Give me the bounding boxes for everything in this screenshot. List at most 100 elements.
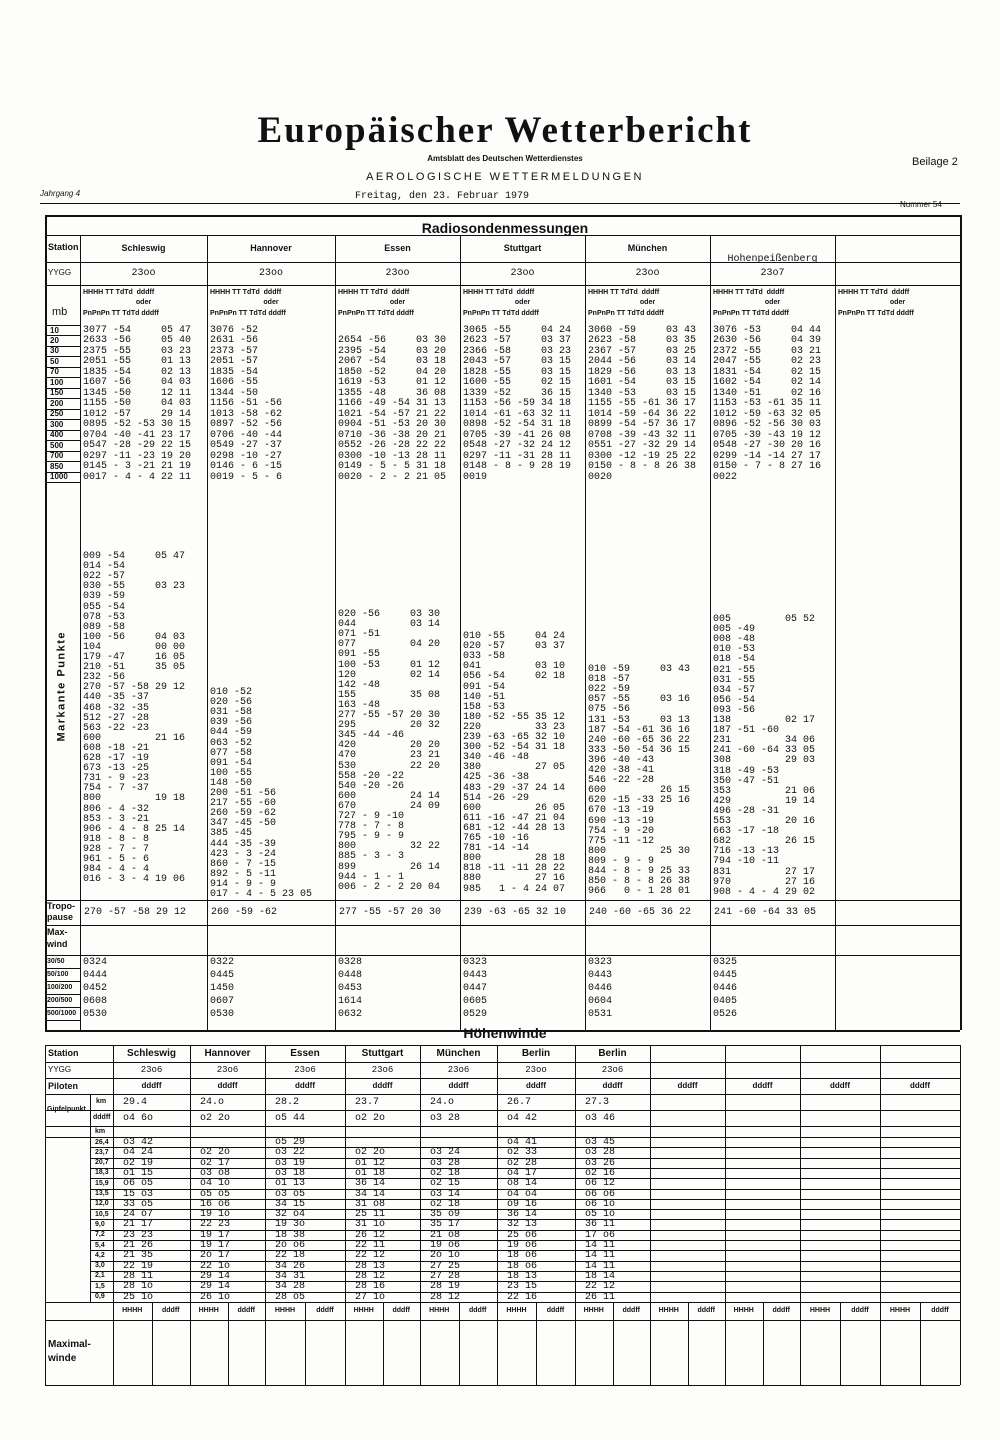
- max-header: dddff: [931, 1307, 949, 1314]
- significant-point: 071 -51: [338, 629, 381, 641]
- level-data: 0549 -27 -37: [210, 440, 283, 452]
- level-data: 0019: [463, 471, 488, 483]
- wind: o6 1o: [585, 1198, 616, 1210]
- rule: [710, 235, 711, 1030]
- rule: [90, 1157, 960, 1159]
- rule: [960, 235, 961, 1030]
- rule: [45, 1320, 960, 1321]
- level-data: 0146 - 6 -15: [210, 461, 283, 473]
- pilot-header: dddff: [372, 1081, 393, 1090]
- level-data: 1340 -51 02 16: [713, 387, 822, 399]
- significant-point: 682 26 15: [713, 836, 816, 848]
- significant-point: 970 27 16: [713, 876, 816, 888]
- rule: [45, 1110, 960, 1111]
- rule: [650, 1045, 651, 1385]
- significant-point: 308 29 03: [713, 755, 816, 767]
- wind: o2 17: [200, 1157, 231, 1169]
- layer-label: 30/50: [47, 958, 65, 965]
- level-label: 400: [50, 430, 64, 440]
- max-wind: 0443: [463, 970, 488, 981]
- rule: [687, 1302, 689, 1385]
- max-wind: 0443: [588, 970, 613, 981]
- rule: [45, 1094, 960, 1095]
- level-label: 7,2: [95, 1231, 105, 1239]
- wind: 2o 1o: [430, 1250, 461, 1262]
- significant-point: 880 27 16: [463, 873, 566, 885]
- significant-point: 077 04 20: [338, 639, 441, 651]
- max-header: HHHH: [198, 1307, 219, 1314]
- wind: 23 15: [507, 1281, 538, 1293]
- wind: 28 o5: [275, 1291, 306, 1303]
- significant-point: 104 00 00: [83, 641, 186, 653]
- level-label: 700: [50, 451, 64, 461]
- significant-point: 232 -56: [83, 672, 126, 684]
- rule: [45, 366, 80, 368]
- rule: [497, 1045, 498, 1385]
- wind: o3 14: [430, 1188, 461, 1200]
- level-data: 2051 -55 01 13: [83, 356, 192, 368]
- significant-point: 018 -57: [588, 674, 631, 686]
- significant-point: 984 - 4 - 4: [83, 864, 150, 876]
- significant-point: 530 22 20: [338, 760, 441, 772]
- max-wind: 0445: [713, 970, 738, 981]
- wind: 31 o8: [355, 1198, 386, 1210]
- wind: 18 13: [507, 1270, 538, 1282]
- level-label: 30: [50, 346, 59, 356]
- significant-point: 075 -56: [588, 704, 631, 716]
- rule: [45, 1302, 960, 1303]
- rule: [90, 1198, 960, 1200]
- significant-point: 163 -48: [338, 699, 381, 711]
- max-header: HHHH: [733, 1307, 754, 1314]
- level-label: 300: [50, 419, 64, 429]
- rule: [345, 1045, 346, 1385]
- level-data: 2633 -56 05 40: [83, 335, 192, 347]
- significant-point: 514 -26 -29: [463, 792, 530, 804]
- significant-point: 044 03 14: [338, 619, 441, 631]
- significant-point: 039 -59: [83, 591, 126, 603]
- rule: [45, 1078, 960, 1079]
- rule: [90, 1240, 960, 1241]
- wind: 22 16: [507, 1291, 538, 1303]
- significant-point: 540 -20 -26: [338, 780, 405, 792]
- rule: [45, 994, 80, 995]
- significant-point: 600 26 15: [588, 785, 691, 797]
- level-label: 850: [50, 461, 64, 471]
- wind: 2o o6: [275, 1240, 306, 1251]
- significant-point: 809 - 9 - 9: [588, 855, 655, 867]
- column-header: oder: [889, 299, 906, 306]
- significant-point: 620 -15 -33 25 16: [588, 795, 691, 807]
- level-data: 0548 -27 -30 20 16: [713, 440, 822, 452]
- max-header: dddff: [162, 1307, 180, 1314]
- tropopause: 270 -57 -58 29 12: [84, 907, 187, 918]
- wind: 35 17: [430, 1219, 461, 1231]
- pilot-header: dddff: [602, 1081, 623, 1090]
- rule: [45, 1007, 80, 1008]
- max-header: HHHH: [583, 1307, 604, 1314]
- tropopause: 241 -60 -64 33 05: [714, 907, 817, 918]
- significant-point: 093 -56: [713, 704, 756, 716]
- significant-point: 018 -54: [713, 654, 756, 666]
- wind: o5 o5: [200, 1188, 231, 1200]
- pilot-header: dddff: [677, 1081, 698, 1090]
- wind: o2 2o: [355, 1147, 386, 1159]
- wind: o6 12: [585, 1178, 616, 1190]
- max-header: dddff: [622, 1307, 641, 1314]
- significant-point: 031 -55: [713, 674, 756, 686]
- wind: 28 16: [355, 1281, 386, 1293]
- level-data: 0022: [713, 471, 738, 483]
- layer-label: 50/100: [47, 971, 69, 978]
- wind: o4 24: [123, 1147, 154, 1159]
- wind: o3 24: [430, 1147, 461, 1159]
- rule: [45, 440, 80, 442]
- significant-point: 716 -13 -13: [713, 846, 780, 858]
- level-data: 1835 -54 02 13: [83, 366, 192, 378]
- rule: [40, 203, 960, 204]
- rule: [45, 1062, 960, 1063]
- wind: 24 o7: [123, 1209, 154, 1221]
- significant-point: 020 -57 03 37: [463, 641, 566, 653]
- row-label: mb: [52, 306, 68, 318]
- rule: [90, 1147, 960, 1149]
- wind: o2 18: [430, 1167, 461, 1179]
- significant-point: 277 -55 -57 20 30: [338, 710, 441, 721]
- max-wind: 0323: [588, 957, 613, 968]
